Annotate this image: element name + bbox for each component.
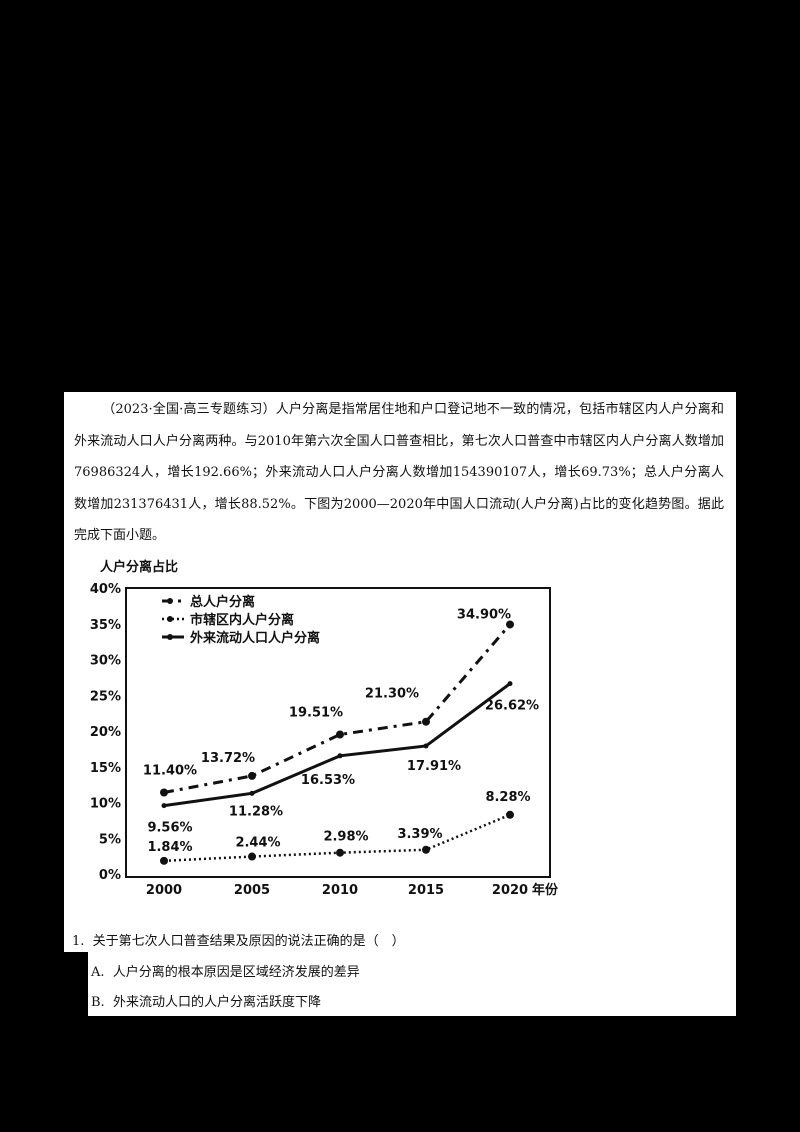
data-point [249,790,255,796]
intro-text: 人户分离是指常居住地和户口登记地不一致的情况，包括市辖区内人户分离和外来流动人口… [74,402,724,543]
data-point [248,771,256,780]
y-tick-label: 25% [90,689,121,704]
y-axis-ticks: 0% 5% 10% 15% 20% 25% 30% 35% 40% [90,582,121,883]
data-point [160,856,168,865]
data-point [506,810,514,819]
option-key: A. [91,965,105,980]
y-tick-label: 5% [99,832,121,847]
data-point [160,788,168,797]
x-tick-label: 2005 [234,883,270,898]
data-point [422,845,430,854]
y-tick-label: 40% [90,582,121,597]
data-point [336,730,344,739]
document-page: （2023·全国·高三专题练习）人户分离是指常居住地和户口登记地不一致的情况，包… [64,392,736,1016]
data-label: 16.53% [301,773,355,788]
x-tick-label: 2000 [146,883,182,898]
x-tick-label: 2015 [408,883,444,898]
option-key: B. [91,995,105,1010]
y-tick-label: 10% [90,797,121,812]
y-tick-label: 30% [90,654,121,669]
question-number: 1. [72,934,85,949]
data-point [248,852,256,861]
intro-source: （2023·全国·高三专题练习） [102,402,276,417]
intro-paragraph: （2023·全国·高三专题练习）人户分离是指常居住地和户口登记地不一致的情况，包… [74,394,724,552]
data-label: 9.56% [147,821,192,836]
data-point [506,620,514,629]
data-label: 11.40% [143,763,197,778]
option-a[interactable]: A. 人户分离的根本原因是区域经济发展的差异 [91,961,360,980]
data-point [337,753,343,759]
data-label: 8.28% [485,790,530,805]
x-axis-ticks: 2000 2005 2010 2015 2020 [146,883,528,898]
x-tick-label: 2010 [322,883,358,898]
data-label: 17.91% [407,759,461,774]
question-text: 关于第七次人口普查结果及原因的说法正确的是（ ） [92,934,405,949]
plot-frame [125,587,551,878]
y-tick-label: 0% [99,868,121,883]
data-label: 1.84% [147,840,192,855]
legend-label: 市辖区内人户分离 [190,612,294,628]
data-label: 21.30% [365,687,419,702]
data-label: 26.62% [485,699,539,714]
legend-label: 总人户分离 [190,594,255,610]
legend-label: 外来流动人口人户分离 [189,630,320,646]
data-label: 13.72% [201,751,255,766]
y-tick-label: 15% [90,761,121,776]
data-label: 19.51% [289,706,343,721]
data-label: 11.28% [229,804,283,819]
option-b[interactable]: B. 外来流动人口的人户分离活跃度下降 [91,991,321,1010]
data-point [336,848,344,857]
data-label: 3.39% [397,827,442,842]
option-text: 人户分离的根本原因是区域经济发展的差异 [112,965,360,980]
data-point [507,681,513,687]
series-line [163,623,512,794]
data-point [161,803,167,809]
data-label: 34.90% [457,607,511,622]
scan-margin [64,952,88,1016]
x-tick-label: 2020 [492,883,528,898]
data-point [422,717,430,726]
y-tick-label: 35% [90,618,121,633]
x-axis-label: 年份 [532,882,559,898]
series-lines: 11.40% 13.72% 19.51% 21.30% 34.90% 1.84% 2.44%… [143,607,539,865]
data-label: 2.98% [323,830,368,845]
option-text: 外来流动人口的人户分离活跃度下降 [112,995,321,1010]
data-point [423,743,429,749]
question-stem: 1. 关于第七次人口普查结果及原因的说法正确的是（ ） [72,930,405,949]
y-tick-label: 20% [90,725,121,740]
data-label: 2.44% [235,836,280,851]
chart-title: 人户分离占比 [100,560,179,575]
